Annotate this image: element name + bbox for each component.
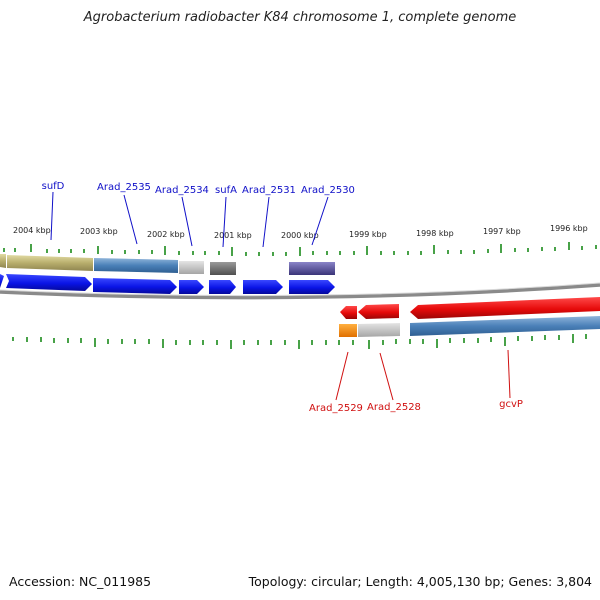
cds-arrow[interactable] xyxy=(6,274,92,291)
map-title: Agrobacterium radiobacter K84 chromosome… xyxy=(83,10,517,25)
cds-arrow[interactable] xyxy=(0,274,4,288)
gene-label-sufa[interactable]: sufA xyxy=(215,185,237,196)
cds-arrow[interactable] xyxy=(93,278,177,294)
scale-label: 1999 kbp xyxy=(349,230,387,239)
feature-bar[interactable] xyxy=(210,262,236,275)
bottom-scale-ticks xyxy=(12,334,587,349)
gene-label-arad-2529[interactable]: Arad_2529 xyxy=(309,403,363,414)
gene-label-arad-2531[interactable]: Arad_2531 xyxy=(242,185,296,196)
gene-label-arad-2528[interactable]: Arad_2528 xyxy=(367,402,421,413)
scale-label: 1996 kbp xyxy=(550,224,588,233)
cds-arrow[interactable] xyxy=(289,280,335,294)
cds-arrow[interactable] xyxy=(340,306,357,319)
scale-label: 1998 kbp xyxy=(416,229,454,238)
scale-label: 2002 kbp xyxy=(147,230,185,239)
feature-bar[interactable] xyxy=(358,323,400,337)
reverse-cds-track xyxy=(340,297,600,319)
gene-label-arad-2530[interactable]: Arad_2530 xyxy=(301,185,355,196)
cds-arrow[interactable] xyxy=(209,280,236,294)
top-gene-leaders xyxy=(50,191,329,248)
scale-label: 2001 kbp xyxy=(214,231,252,240)
kbp-scale-labels: 2004 kbp 2003 kbp 2002 kbp 2001 kbp 2000… xyxy=(13,224,588,240)
top-feature-track xyxy=(0,254,335,275)
feature-bar[interactable] xyxy=(94,258,178,273)
chromosome-backbone xyxy=(0,283,600,300)
accession-text: Accession: NC_011985 xyxy=(9,574,152,589)
top-gene-labels: sufD Arad_2535 Arad_2534 sufA Arad_2531 … xyxy=(42,181,355,196)
gene-label-gcvp[interactable]: gcvP xyxy=(499,399,523,410)
scale-label: 1997 kbp xyxy=(483,227,521,236)
bottom-gene-labels: Arad_2529 Arad_2528 gcvP xyxy=(309,399,523,414)
feature-bar[interactable] xyxy=(289,262,335,275)
cds-arrow[interactable] xyxy=(358,304,399,319)
scale-label: 2000 kbp xyxy=(281,231,319,240)
cds-arrow[interactable] xyxy=(179,280,204,294)
chromosome-backbone-highlight xyxy=(0,282,600,297)
genome-summary-text: Topology: circular; Length: 4,005,130 bp… xyxy=(248,574,592,589)
gene-label-sufd[interactable]: sufD xyxy=(42,181,65,192)
top-scale-ticks xyxy=(3,242,597,256)
feature-bar[interactable] xyxy=(0,254,6,268)
bottom-feature-track xyxy=(339,316,600,337)
scale-label: 2003 kbp xyxy=(80,227,118,236)
feature-bar[interactable] xyxy=(339,324,357,337)
forward-cds-track xyxy=(0,274,335,294)
scale-label: 2004 kbp xyxy=(13,226,51,235)
gene-label-arad-2534[interactable]: Arad_2534 xyxy=(155,185,209,196)
feature-bar[interactable] xyxy=(410,316,600,336)
bottom-gene-leaders xyxy=(335,349,511,401)
cds-arrow[interactable] xyxy=(243,280,283,294)
cds-arrow[interactable] xyxy=(410,297,600,319)
gene-label-arad-2535[interactable]: Arad_2535 xyxy=(97,182,151,193)
feature-bar[interactable] xyxy=(7,255,93,271)
feature-bar[interactable] xyxy=(179,261,204,274)
